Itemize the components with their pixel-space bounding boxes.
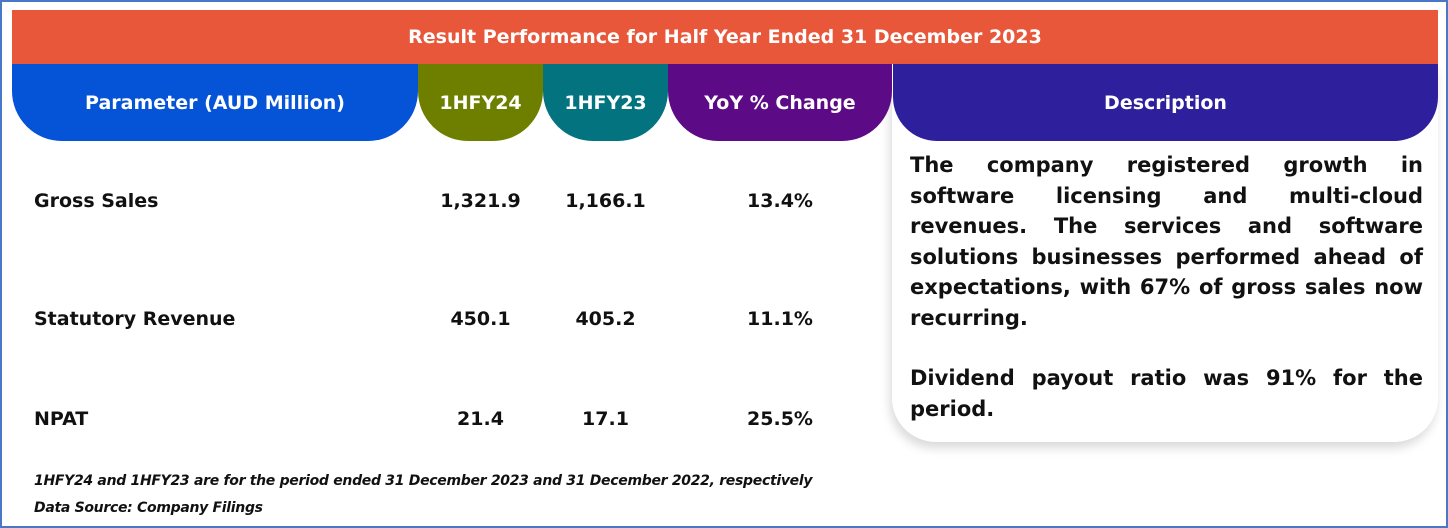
header-yoy-change: YoY % Change xyxy=(668,64,892,141)
header-description: Description xyxy=(893,64,1438,141)
period-footnote: 1HFY24 and 1HFY23 are for the period end… xyxy=(34,473,813,489)
cell-yoy: 11.1% xyxy=(747,308,813,330)
row-label: Statutory Revenue xyxy=(34,308,236,330)
cell-1hfy23: 405.2 xyxy=(575,308,636,330)
header-1hfy23: 1HFY23 xyxy=(543,64,668,141)
header-1hfy24: 1HFY24 xyxy=(418,64,543,141)
row-label: Gross Sales xyxy=(34,190,159,212)
table-title: Result Performance for Half Year Ended 3… xyxy=(12,10,1438,64)
description-paragraph: The company registered growth in softwar… xyxy=(910,153,1423,330)
cell-1hfy24: 1,321.9 xyxy=(440,190,521,212)
description-text: The company registered growth in softwar… xyxy=(910,150,1423,454)
cell-yoy: 13.4% xyxy=(747,190,813,212)
header-parameter: Parameter (AUD Million) xyxy=(12,64,418,141)
data-source: Data Source: Company Filings xyxy=(34,500,263,516)
row-label: NPAT xyxy=(34,408,89,430)
cell-1hfy24: 450.1 xyxy=(450,308,511,330)
cell-1hfy24: 21.4 xyxy=(457,408,504,430)
cell-1hfy23: 17.1 xyxy=(582,408,629,430)
cell-yoy: 25.5% xyxy=(747,408,813,430)
cell-1hfy23: 1,166.1 xyxy=(565,190,646,212)
description-paragraph: Dividend payout ratio was 91% for the pe… xyxy=(910,366,1423,421)
